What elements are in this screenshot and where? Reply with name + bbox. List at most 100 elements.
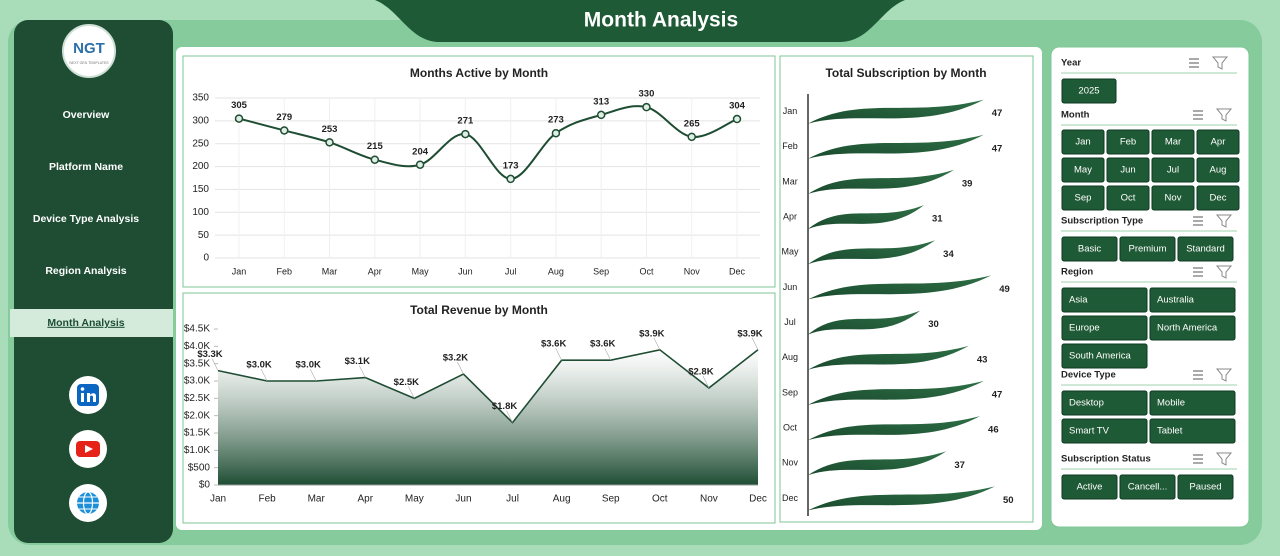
slicer-button[interactable] [1106, 157, 1150, 183]
clear-filter-icon[interactable] [1215, 108, 1233, 122]
slicer-button-label[interactable]: May [1074, 165, 1092, 176]
data-label: 43 [977, 354, 988, 365]
slicer-button[interactable] [1177, 236, 1234, 262]
slicer-button[interactable] [1119, 236, 1176, 262]
bar [808, 416, 981, 441]
slicer-button[interactable] [1061, 474, 1118, 500]
slicer-button[interactable] [1106, 129, 1150, 155]
x-tick-label: Apr [357, 494, 373, 505]
slicer-button[interactable] [1061, 129, 1105, 155]
slicer-button[interactable] [1061, 287, 1148, 313]
slicer-button[interactable] [1149, 315, 1236, 341]
label-leader [359, 365, 366, 378]
menu-item[interactable]: Overview [63, 109, 111, 121]
slicer-button-label[interactable]: Jul [1167, 165, 1179, 176]
slicer-button-label[interactable]: Apr [1211, 137, 1226, 148]
x-tick-label: Apr [368, 266, 382, 276]
slicer-button[interactable] [1177, 474, 1234, 500]
slicer-button-label[interactable]: Mobile [1157, 398, 1185, 409]
clear-filter-icon[interactable] [1215, 368, 1233, 382]
slicer-button-label[interactable]: North America [1157, 323, 1218, 334]
slicer-button[interactable] [1151, 157, 1195, 183]
menu-item[interactable]: Month Analysis [47, 317, 124, 329]
y-tick-label: May [781, 247, 799, 257]
data-label: 204 [412, 146, 429, 157]
clear-filter-icon[interactable] [1215, 214, 1233, 228]
linkedin-icon[interactable] [69, 376, 107, 414]
slicer-button-label[interactable]: South America [1069, 351, 1131, 362]
bar [808, 345, 969, 370]
slicer-button-label[interactable]: Tablet [1157, 426, 1183, 437]
slicer-button-label[interactable]: Jan [1075, 137, 1090, 148]
x-tick-label: Nov [684, 266, 701, 276]
slicer-button-label[interactable]: Active [1077, 482, 1103, 493]
slicer-button[interactable] [1061, 315, 1148, 341]
data-point [642, 102, 651, 112]
label-leader [653, 337, 661, 350]
slicer-button-label[interactable]: 2025 [1078, 86, 1099, 97]
data-label: 330 [639, 89, 655, 100]
slicer-button-label[interactable]: Oct [1121, 193, 1136, 204]
slicer-button-label[interactable]: Smart TV [1069, 426, 1110, 437]
y-tick-label: $3.5K [184, 358, 210, 369]
slicer-button-label[interactable]: Mar [1165, 137, 1181, 148]
data-label: 39 [962, 178, 973, 189]
y-tick-label: Jan [783, 106, 798, 116]
clear-filter-icon[interactable] [1215, 265, 1233, 279]
slicer-button-label[interactable]: Basic [1078, 244, 1101, 255]
slicer-button-label[interactable]: Europe [1069, 323, 1100, 334]
slicer-button-label[interactable]: Standard [1186, 244, 1225, 255]
menu-item[interactable]: Device Type Analysis [33, 213, 139, 225]
slicer-button-label[interactable]: Jun [1120, 165, 1135, 176]
slicer-button[interactable] [1196, 129, 1240, 155]
slicer-button[interactable] [1061, 390, 1148, 416]
slicer-button-label[interactable]: Australia [1157, 295, 1195, 306]
slicer-button[interactable] [1061, 78, 1117, 104]
slicer-title: Year [1061, 58, 1081, 69]
data-label: $3.9K [737, 328, 762, 339]
menu-item[interactable]: Platform Name [49, 161, 123, 173]
y-tick-label: Jun [783, 282, 798, 292]
y-tick-label: $4.5K [184, 324, 210, 335]
slicer-button[interactable] [1196, 157, 1240, 183]
slicer-button-label[interactable]: Nov [1165, 193, 1182, 204]
slicer-button[interactable] [1151, 185, 1195, 211]
x-tick-label: Aug [553, 494, 571, 505]
menu-item[interactable]: Region Analysis [45, 265, 126, 277]
slicer-button-label[interactable]: Dec [1210, 193, 1227, 204]
slicer-button[interactable] [1119, 474, 1176, 500]
slicer-button[interactable] [1061, 343, 1148, 369]
x-tick-label: Jul [506, 494, 519, 505]
slicer-button-label[interactable]: Aug [1210, 165, 1227, 176]
slicer-button[interactable] [1061, 157, 1105, 183]
clear-filter-icon[interactable] [1211, 56, 1229, 70]
slicer-button[interactable] [1149, 390, 1236, 416]
y-tick-label: 250 [192, 138, 209, 149]
slicer-button-label[interactable]: Feb [1120, 137, 1136, 148]
slicer-button-label[interactable]: Cancell... [1128, 482, 1168, 493]
slicer-button-label[interactable]: Desktop [1069, 398, 1104, 409]
web-icon[interactable] [69, 484, 107, 522]
slicer-button[interactable] [1061, 418, 1148, 444]
y-tick-label: $4.0K [184, 341, 210, 352]
slicer-button-label[interactable]: Paused [1189, 482, 1221, 493]
data-label: $3.2K [443, 353, 468, 364]
slicer-button[interactable] [1106, 185, 1150, 211]
y-tick-label: Aug [782, 352, 798, 362]
data-label: 49 [999, 284, 1010, 295]
data-point [325, 138, 334, 147]
data-point [596, 110, 606, 120]
slicer-button[interactable] [1149, 287, 1236, 313]
slicer-button[interactable] [1061, 236, 1118, 262]
slicer-button[interactable] [1196, 185, 1240, 211]
clear-filter-icon[interactable] [1215, 452, 1233, 466]
slicer-button-label[interactable]: Sep [1075, 193, 1092, 204]
slicer-button[interactable] [1151, 129, 1195, 155]
slicer-button-label[interactable]: Asia [1069, 295, 1088, 306]
x-tick-label: May [412, 266, 430, 276]
y-tick-label: $2.5K [184, 393, 210, 404]
youtube-icon[interactable] [69, 430, 107, 468]
slicer-button[interactable] [1149, 418, 1236, 444]
slicer-button-label[interactable]: Premium [1128, 244, 1166, 255]
slicer-button[interactable] [1061, 185, 1105, 211]
